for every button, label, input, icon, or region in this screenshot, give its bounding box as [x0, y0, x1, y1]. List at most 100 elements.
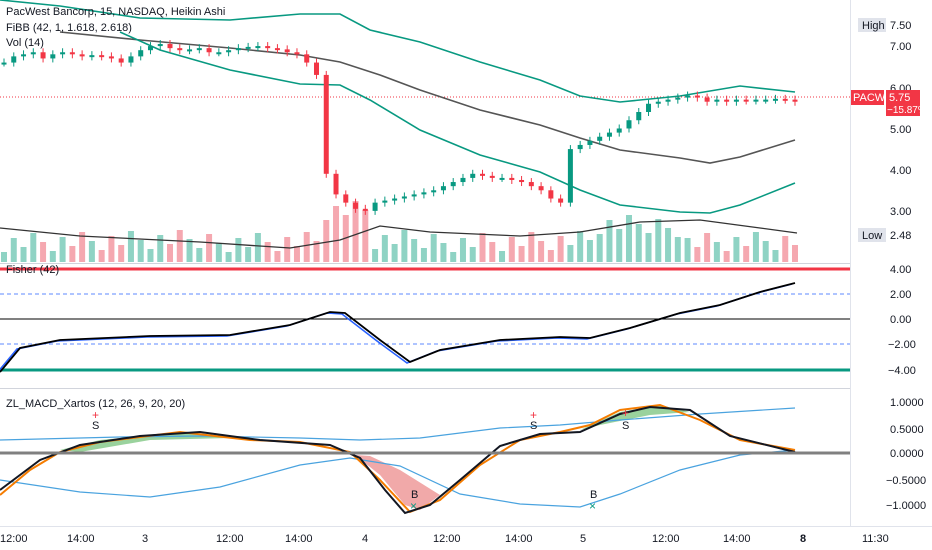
- candle-body: [255, 46, 261, 49]
- candle-body: [60, 52, 66, 55]
- candle-body: [509, 177, 515, 180]
- candle-body: [636, 112, 642, 121]
- candle-body: [147, 46, 153, 51]
- volume-bar: [518, 246, 525, 262]
- volume-bar: [557, 236, 564, 262]
- buy-cross-icon: ×: [589, 499, 596, 513]
- volume-bar: [20, 247, 27, 262]
- candle-body: [577, 144, 583, 150]
- volume-bar: [362, 210, 369, 262]
- price-tick: 7.00: [890, 41, 911, 53]
- price-axis[interactable]: High 7.50 7.00 6.00 5.00 4.00 3.00 PACW …: [851, 18, 927, 242]
- heikin-ashi-candles: [1, 40, 798, 215]
- price-tick: 3.00: [890, 206, 911, 218]
- candle-body: [216, 52, 222, 55]
- time-tick: 14:00: [505, 533, 533, 545]
- volume-bar: [49, 251, 56, 262]
- volume-bar: [30, 233, 37, 262]
- volume-bar: [625, 215, 632, 262]
- volume-bar: [586, 240, 593, 262]
- price-tick: 4.00: [890, 165, 911, 177]
- volume-bar: [264, 242, 271, 262]
- volume-bar: [118, 245, 125, 262]
- candle-body: [489, 175, 495, 178]
- candle-body: [558, 198, 564, 203]
- volume-bar: [596, 234, 603, 262]
- volume-bar: [167, 244, 174, 262]
- candle-body: [528, 182, 534, 187]
- volume-bar: [782, 236, 789, 262]
- candle-body: [646, 103, 652, 112]
- candle-body: [567, 149, 573, 203]
- candle-body: [411, 194, 417, 197]
- fisher-tick: 0.00: [890, 314, 911, 326]
- candle-body: [30, 52, 36, 55]
- candle-body: [187, 49, 193, 52]
- candle-body: [587, 140, 593, 145]
- volume-bar: [606, 220, 613, 262]
- macd-green-fill: [60, 432, 230, 452]
- buy-cross-icon: ×: [410, 499, 417, 513]
- time-tick: 14:00: [67, 533, 95, 545]
- volume-bar: [381, 235, 388, 262]
- macd-axis[interactable]: 1.0000 0.5000 0.0000 −0.5000 −1.0000: [886, 397, 926, 512]
- volume-bar: [616, 229, 623, 262]
- fisher-axis[interactable]: 4.00 2.00 0.00 −2.00 −4.00: [888, 264, 916, 377]
- volume-ma-line: [0, 219, 798, 249]
- candle-body: [519, 179, 525, 183]
- low-value: 2.48: [890, 230, 911, 242]
- volume-ma-path: [0, 219, 798, 249]
- macd-legend[interactable]: ZL_MACD_Xartos (12, 26, 9, 20, 20): [6, 398, 186, 410]
- candle-body: [704, 97, 710, 102]
- time-tick: 12:00: [652, 533, 680, 545]
- sell-marker: S: [92, 420, 99, 432]
- change-percent: −15.87%: [887, 105, 927, 116]
- volume-bar: [401, 230, 408, 262]
- volume-bar: [469, 247, 476, 262]
- volume-bar: [713, 242, 720, 262]
- candle-body: [284, 49, 290, 53]
- volume-bar: [655, 219, 662, 262]
- candle-body: [353, 202, 359, 209]
- buy-marker: B: [590, 489, 597, 501]
- candle-body: [548, 190, 554, 199]
- price-tick: 5.00: [890, 124, 911, 136]
- volume-bar: [98, 250, 105, 262]
- volume-bar: [420, 248, 427, 262]
- fibb-upper-band: [0, 0, 796, 103]
- candle-body: [138, 50, 144, 57]
- time-tick: 14:00: [285, 533, 313, 545]
- symbol-title[interactable]: PacWest Bancorp, 15, NASDAQ, Heikin Ashi: [6, 6, 226, 18]
- time-tick: 5: [580, 533, 586, 545]
- fisher-tick: −2.00: [888, 339, 916, 351]
- low-badge: [858, 228, 886, 242]
- candle-body: [753, 99, 759, 102]
- fisher-legend[interactable]: Fisher (42): [6, 264, 60, 276]
- candle-body: [480, 173, 486, 176]
- candle-body: [421, 192, 427, 195]
- candle-body: [128, 56, 134, 63]
- volume-bar: [723, 251, 730, 262]
- volume-bar: [372, 249, 379, 262]
- volume-bar: [284, 237, 291, 262]
- candle-body: [392, 198, 398, 201]
- macd-line: [0, 405, 796, 515]
- volume-bar: [665, 228, 672, 262]
- fibb-legend[interactable]: FiBB (42, 1, 1.618, 2.618): [6, 22, 132, 34]
- fibb-bands: [0, 0, 796, 214]
- volume-legend[interactable]: Vol (14): [6, 37, 44, 49]
- macd-tick: 0.0000: [890, 448, 924, 460]
- volume-bar: [352, 201, 359, 262]
- candle-body: [382, 200, 388, 203]
- candle-body: [40, 52, 46, 59]
- volume-bar: [743, 246, 750, 262]
- time-tick: 3: [142, 533, 148, 545]
- candle-body: [372, 202, 378, 211]
- time-axis[interactable]: 12:00 14:00 3 12:00 14:00 4 12:00 14:00 …: [0, 533, 889, 545]
- volume-bar: [538, 241, 545, 262]
- candle-body: [1, 62, 7, 65]
- candle-body: [460, 177, 466, 183]
- candle-body: [714, 99, 720, 102]
- volume-bar: [1, 252, 7, 262]
